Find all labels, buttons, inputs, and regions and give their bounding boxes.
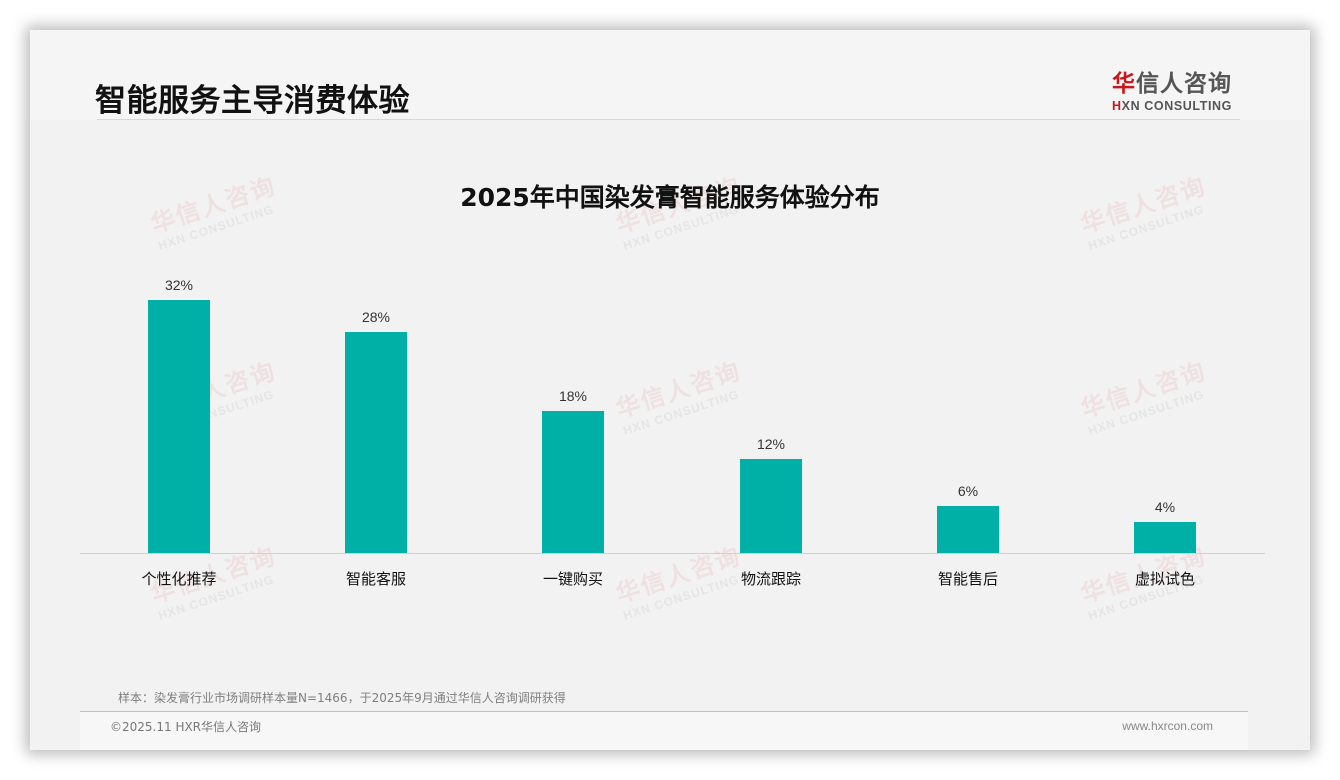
copyright-text: ©2025.11 HXR华信人咨询 [110, 720, 262, 734]
bar-chart: 32% 个性化推荐 28% 智能客服 18% 一键购买 12% 物流跟踪 6% … [80, 260, 1265, 590]
bar-category-label: 个性化推荐 [141, 570, 217, 588]
bar-group: 6% 智能售后 [908, 260, 1028, 590]
bar-category-label: 物流跟踪 [740, 570, 801, 588]
bar-category-label: 智能售后 [937, 570, 998, 588]
bar-value-label: 18% [558, 388, 588, 404]
bar [937, 506, 999, 553]
chart-title: 2025年中国染发膏智能服务体验分布 [460, 183, 880, 212]
company-logo: 华信人咨询 HXN CONSULTING [1112, 64, 1242, 113]
bar-group: 32% 个性化推荐 [119, 260, 239, 590]
footer-band [80, 712, 1248, 750]
bar-category-label: 虚拟试色 [1134, 570, 1195, 588]
bar-value-label: 6% [957, 483, 979, 499]
logo-en-mark: H [1112, 99, 1122, 113]
bar-value-label: 28% [361, 309, 391, 325]
bar-group: 12% 物流跟踪 [711, 260, 831, 590]
bar [148, 300, 210, 553]
bar [1134, 522, 1196, 553]
bar-group: 4% 虚拟试色 [1105, 260, 1225, 590]
bar-value-label: 4% [1154, 499, 1176, 515]
bar [542, 411, 604, 553]
logo-cn: 华信人咨询 [1112, 64, 1242, 98]
bar-value-label: 32% [164, 277, 194, 293]
logo-cn-first: 华 [1112, 71, 1136, 97]
bar-group: 28% 智能客服 [316, 260, 436, 590]
logo-en: HXN CONSULTING [1112, 99, 1242, 113]
header-band [30, 30, 1310, 120]
bar [345, 332, 407, 553]
page-title: 智能服务主导消费体验 [95, 83, 410, 119]
website-link[interactable]: www.hxrcon.com [1122, 719, 1213, 733]
logo-cn-rest: 信人咨询 [1136, 71, 1232, 97]
bar-category-label: 一键购买 [542, 570, 603, 588]
footer-divider [80, 711, 1248, 712]
x-axis-baseline [80, 553, 1265, 554]
slide: 智能服务主导消费体验 华信人咨询 HXN CONSULTING 华信人咨询 HXN… [30, 30, 1310, 750]
title-divider [97, 119, 1240, 120]
logo-en-rest: XN CONSULTING [1121, 99, 1232, 113]
sample-note: 样本：染发膏行业市场调研样本量N=1466，于2025年9月通过华信人咨询调研获… [118, 691, 566, 705]
bar-group: 18% 一键购买 [513, 260, 633, 590]
bar-category-label: 智能客服 [345, 570, 406, 588]
bar [740, 459, 802, 553]
bar-value-label: 12% [756, 436, 786, 452]
